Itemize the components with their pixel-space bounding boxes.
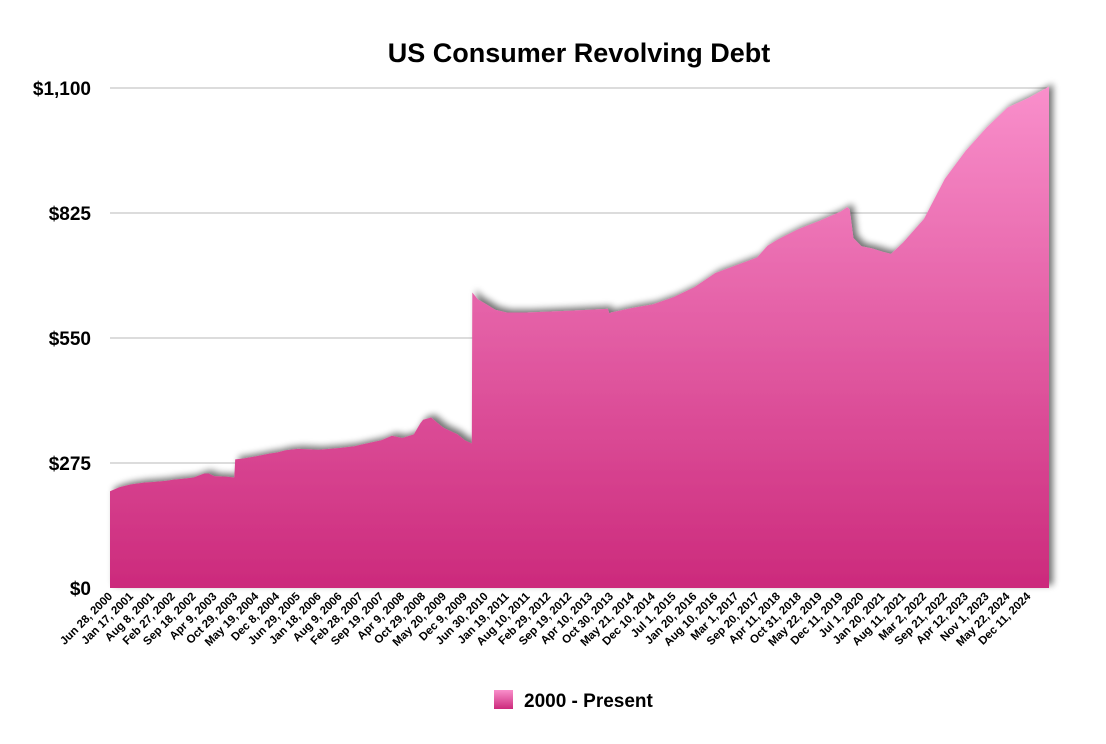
- chart-title: US Consumer Revolving Debt: [388, 38, 771, 68]
- legend-swatch: [494, 690, 513, 709]
- y-tick-label: $1,100: [33, 79, 91, 100]
- y-tick-label: $0: [70, 579, 91, 600]
- series-area: [110, 86, 1049, 588]
- y-tick-label: $550: [49, 329, 91, 350]
- y-tick-label: $825: [49, 204, 92, 225]
- y-tick-label: $275: [49, 454, 92, 475]
- y-axis-ticks: $0 $275 $550 $825 $1,100: [33, 79, 92, 600]
- legend: 2000 - Present: [494, 690, 654, 712]
- legend-label: 2000 - Present: [524, 691, 654, 712]
- plot-area: [110, 86, 1049, 588]
